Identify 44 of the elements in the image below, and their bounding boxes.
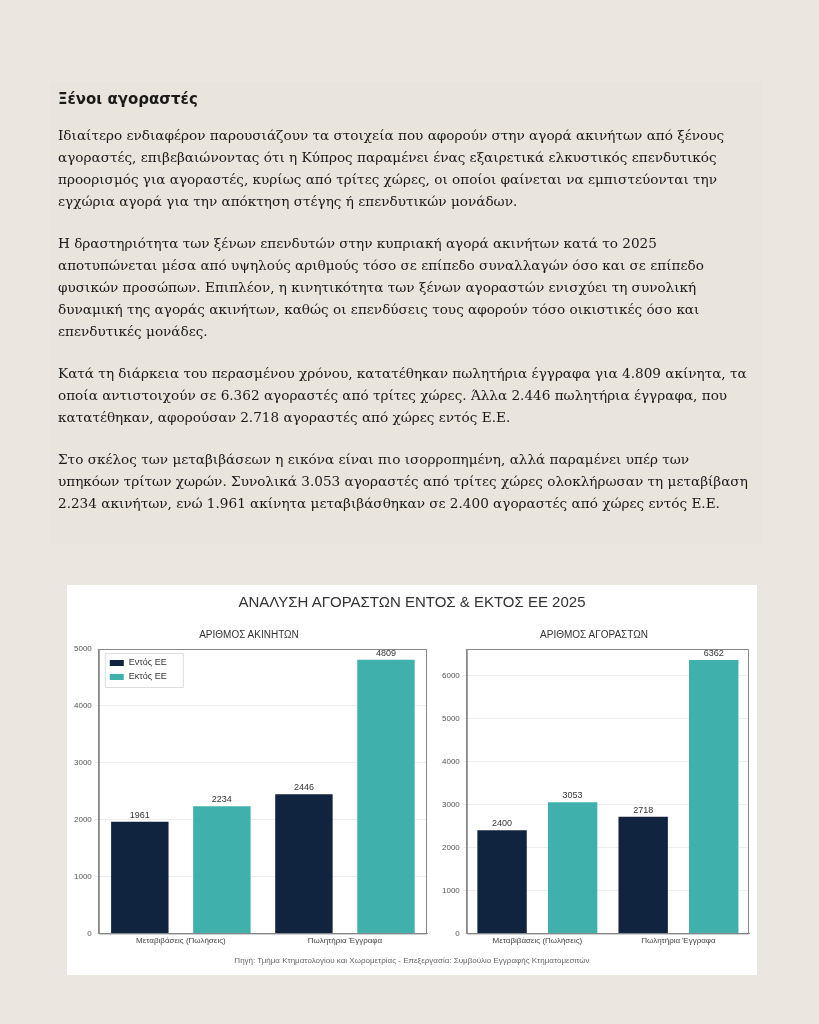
data-label: 2234 <box>211 794 232 805</box>
x-tick-label: Πωλητήρια Έγγραφα <box>641 936 716 946</box>
text: Κατά τη διάρκεια του περασμένου χρόνου, κατατέθηκαν πωλητήρια έγγραφα για 4.809 ακίνητα, τα οποία αντιστοιχούν σε 6.362 αγοραστές από τρίτες χώρες. Άλλα 2.446 πωλητήρια έγγραφα, που κατατέθηκαν, αφορούσαν 2.718 αγοραστές από χώρες εντός Ε.Ε. <box>58 364 748 427</box>
text: Ιδιαίτερο ενδιαφέρον παρουσιάζουν τα στοιχεία που αφορούν στην αγορά ακινήτων από ξένους αγοραστές, επιβεβαιώνοντας ότι η Κύπρος παραμένει ένας εξαιρετικά ελκυστικός επενδυτικός προορισμός για αγοραστές, κυρίως από τρίτες χώρες, οι οποίοι φαίνεται να εμπιστεύονται την εγχώρια αγορά για την απόκτηση στέγης ή επενδυτικών μονάδων. <box>58 126 726 211</box>
bar <box>111 821 169 933</box>
data-label: 6362 <box>703 648 724 659</box>
text: Πηγή: Τμήμα Κτηματολογίου και Χωρομετρίας - Επεξεργασία: Συμβούλιο Εγγραφής Κτηματομεσιτών <box>233 956 591 965</box>
bar <box>689 660 739 933</box>
text: Στο σκέλος των μεταβιβάσεων η εικόνα είναι πιο ισορροπημένη, αλλά παραμένει υπέρ των υπηκόων τρίτων χωρών. Συνολικά 3.053 αγοραστές από τρίτες χώρες ολοκλήρωσαν τη μεταβίβαση 2.234 ακινήτων, ενώ 1.961 ακίνητα μεταβιβάσθηκαν σε 2.400 αγοραστές από χώρες εντός Ε.Ε. <box>58 450 749 513</box>
bar <box>618 816 668 933</box>
bar <box>547 802 598 933</box>
text: ΑΝΑΛΥΣΗ ΑΓΟΡΑΣΤΩΝ ΕΝΤΟΣ & ΕΚΤΟΣ ΕΕ 2025 <box>237 593 587 610</box>
legend-label: Εκτός ΕΕ <box>128 671 167 682</box>
data-label: 3053 <box>562 790 583 801</box>
bar <box>275 794 333 933</box>
chart-title: ΑΡΙΘΜΟΣ ΑΓΟΡΑΣΤΩΝ <box>540 628 648 640</box>
y-tick-label: 1000 <box>442 885 461 895</box>
y-tick-label: 5000 <box>442 713 461 723</box>
x-tick-label: Πωλητήρια Έγγραφα <box>307 936 383 946</box>
y-tick-label: 3000 <box>74 757 93 767</box>
y-tick-label: 2000 <box>74 814 93 824</box>
y-tick-label: 4000 <box>74 701 93 711</box>
y-tick-label: 4000 <box>442 756 461 766</box>
y-tick-label: 2000 <box>442 842 461 852</box>
y-tick-label: 3000 <box>442 799 461 809</box>
legend-label: Εντός ΕΕ <box>128 657 167 668</box>
chart-title: ΑΡΙΘΜΟΣ ΑΚΙΝΗΤΩΝ <box>199 628 299 640</box>
data-label: 2718 <box>633 804 654 815</box>
data-label: 2400 <box>492 818 513 829</box>
x-tick-label: Μεταβιβάσεις (Πωλήσεις) <box>136 936 227 946</box>
y-tick-label: 1000 <box>74 871 93 881</box>
y-tick-label: 6000 <box>442 670 461 680</box>
bar <box>193 806 251 933</box>
x-tick-label: Μεταβιβάσεις (Πωλήσεις) <box>492 936 583 946</box>
data-label: 2446 <box>293 782 314 793</box>
text: Η δραστηριότητα των ξένων επενδυτών στην κυπριακή αγορά ακινήτων κατά το 2025 αποτυπώνεται μέσα από υψηλούς αριθμούς τόσο σε επίπεδο συναλλαγών όσο και σε επίπεδο φυσικών προσώπων. Επιπλέον, η κινητικότητα των ξένων αγοραστών ενισχύει τη συνολική δυναμική της αγοράς ακινήτων, καθώς οι επενδύσεις τους αφορούν τόσο οικιστικές όσο και επενδυτικές μονάδες. <box>58 234 705 341</box>
y-tick-label: 0 <box>87 928 93 938</box>
data-label: 1961 <box>129 809 150 820</box>
y-tick-label: 5000 <box>74 644 93 654</box>
bar <box>477 830 527 933</box>
bar <box>357 659 415 933</box>
y-tick-label: 0 <box>455 928 461 938</box>
text: Ξένοι αγοραστές <box>58 90 199 108</box>
data-label: 4809 <box>375 647 396 658</box>
